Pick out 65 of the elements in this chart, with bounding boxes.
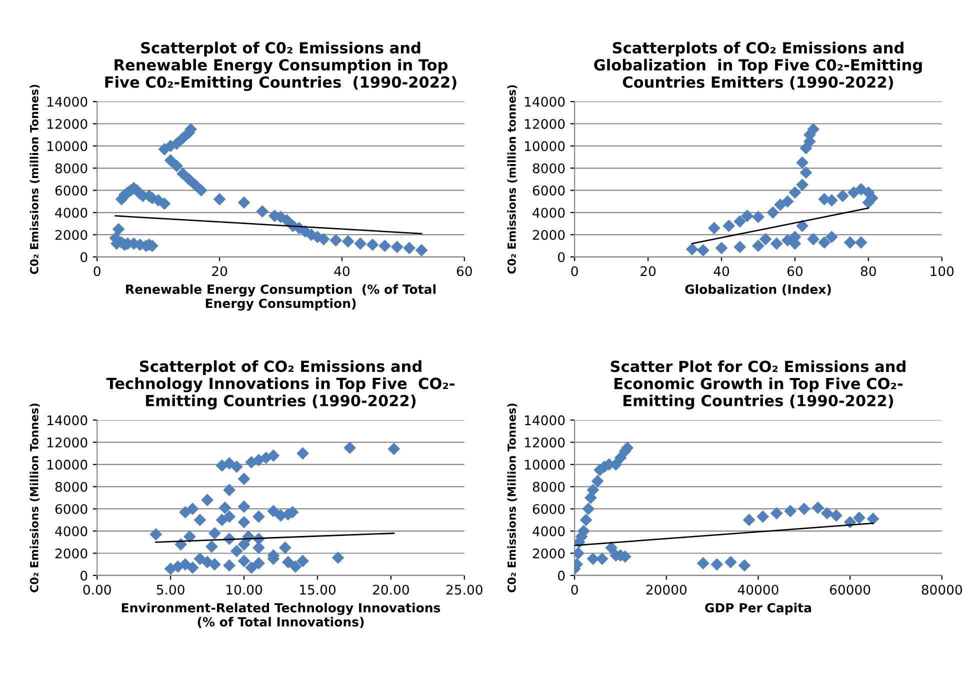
y-tick-label: 14000 bbox=[48, 415, 88, 426]
x-tick-label: 20.00 bbox=[373, 584, 409, 595]
y-tick-label: 8000 bbox=[55, 163, 88, 174]
y-tick-label: 0 bbox=[80, 252, 88, 262]
chart-title: Scatterplot of C0₂ Emissions and Renewable Energy Consumption in Top Five C0₂-Emitting Countries (1990-2022) bbox=[105, 42, 456, 91]
y-tick-label: 12000 bbox=[48, 437, 88, 448]
y-tick-label: 0 bbox=[558, 570, 565, 581]
x-tick-label: 10.00 bbox=[226, 584, 262, 595]
x-axis-title: GDP Per Capita bbox=[705, 602, 812, 615]
x-axis-title: Renewable Energy Consumption (% of Total Energy Consumption) bbox=[126, 284, 436, 311]
y-axis-title: C0₂ Emissions (Million Tonnes) bbox=[30, 404, 40, 592]
y-tick-label: 2000 bbox=[532, 548, 565, 558]
x-tick-label: 0 bbox=[571, 584, 578, 595]
y-tick-label: 4000 bbox=[532, 526, 565, 536]
x-tick-label: 20 bbox=[640, 266, 656, 276]
y-tick-label: 8000 bbox=[532, 163, 565, 174]
y-tick-label: 2000 bbox=[532, 230, 565, 240]
y-tick-label: 10000 bbox=[48, 460, 88, 470]
x-axis-title: Environment-Related Technology Innovations (% of Total Innovations) bbox=[122, 602, 440, 628]
y-tick-label: 12000 bbox=[48, 118, 88, 129]
x-tick-label: 20 bbox=[212, 266, 228, 276]
x-tick-label: 40 bbox=[714, 266, 730, 276]
x-tick-label: 60000 bbox=[830, 584, 870, 595]
y-tick-label: 4000 bbox=[55, 526, 88, 536]
y-tick-label: 10000 bbox=[48, 141, 88, 152]
y-tick-label: 6000 bbox=[532, 186, 565, 196]
y-tick-label: 6000 bbox=[532, 504, 565, 514]
x-tick-label: 15.00 bbox=[300, 584, 336, 595]
y-tick-label: 4000 bbox=[532, 208, 565, 218]
x-tick-label: 0.00 bbox=[83, 584, 111, 595]
x-tick-label: 80 bbox=[860, 266, 876, 276]
chart-title: Scatterplots of CO₂ Emissions and Globalization in Top Five C0₂-Emitting Countries Emitters (1990-2022) bbox=[594, 42, 922, 90]
x-axis-title: Globalization (Index) bbox=[685, 284, 831, 296]
x-tick-label: 5.00 bbox=[156, 584, 184, 595]
x-tick-label: 20000 bbox=[646, 584, 687, 595]
y-tick-label: 8000 bbox=[532, 482, 565, 492]
x-tick-label: 0 bbox=[571, 266, 578, 276]
x-tick-label: 0 bbox=[94, 266, 100, 276]
x-tick-label: 80000 bbox=[922, 584, 962, 595]
x-tick-label: 40 bbox=[334, 266, 350, 276]
y-tick-label: 6000 bbox=[55, 504, 88, 514]
y-tick-label: 14000 bbox=[525, 96, 565, 107]
y-axis-title: C0₂ Emissions (Million Tonnes) bbox=[507, 404, 518, 592]
x-tick-label: 100 bbox=[930, 266, 954, 276]
y-tick-label: 12000 bbox=[525, 118, 565, 129]
y-tick-label: 10000 bbox=[525, 141, 565, 152]
y-tick-label: 10000 bbox=[525, 460, 565, 470]
y-axis-title: C0₂ Emissions (million tonnes) bbox=[507, 85, 518, 274]
y-tick-label: 12000 bbox=[525, 437, 565, 448]
y-tick-label: 2000 bbox=[55, 548, 88, 558]
y-tick-label: 14000 bbox=[48, 96, 88, 107]
y-tick-label: 0 bbox=[80, 570, 88, 581]
x-tick-label: 60 bbox=[456, 266, 472, 276]
y-tick-label: 2000 bbox=[55, 230, 88, 240]
y-tick-label: 0 bbox=[558, 252, 565, 262]
y-tick-label: 4000 bbox=[55, 208, 88, 218]
x-tick-label: 60 bbox=[787, 266, 802, 276]
x-tick-label: 40000 bbox=[738, 584, 778, 595]
y-tick-label: 6000 bbox=[55, 186, 88, 196]
y-tick-label: 14000 bbox=[525, 415, 565, 426]
x-tick-label: 25.00 bbox=[446, 584, 482, 595]
y-axis-title: C0₂ Emissions (million Tonnes) bbox=[30, 84, 40, 274]
chart-title: Scatter Plot for CO₂ Emissions and Economic Growth in Top Five CO₂- Emitting Countries (1990-2022) bbox=[610, 360, 906, 410]
y-tick-label: 8000 bbox=[55, 482, 88, 492]
chart-title: Scatterplot of CO₂ Emissions and Technology Innovations in Top Five CO₂- Emitting Countries (1990-2022) bbox=[106, 360, 454, 410]
